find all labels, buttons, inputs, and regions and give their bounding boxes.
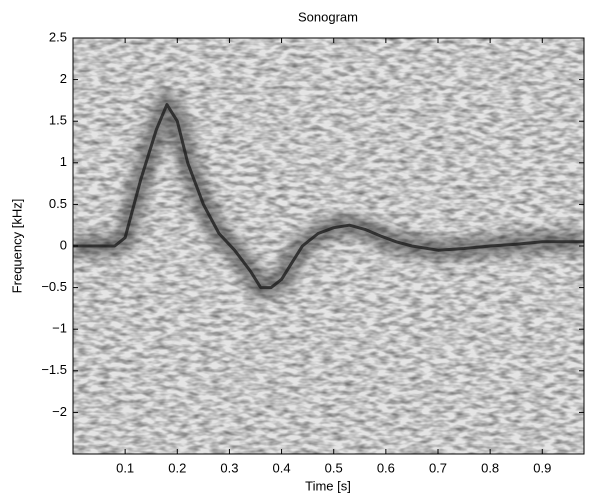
plot-area — [73, 80, 584, 299]
y-tick-label: −1 — [52, 321, 67, 336]
x-tick-label: 0.5 — [325, 460, 343, 475]
x-tick-label: 0.8 — [481, 460, 499, 475]
x-tick-label: 0.7 — [429, 460, 447, 475]
y-tick-label: −0.5 — [41, 279, 67, 294]
y-tick-label: −1.5 — [41, 362, 67, 377]
y-tick-label: 2.5 — [49, 29, 67, 44]
x-tick-label: 0.9 — [533, 460, 551, 475]
x-tick-label: 0.4 — [273, 460, 291, 475]
x-tick-label: 0.2 — [168, 460, 186, 475]
x-axis-label: Time [s] — [305, 478, 351, 493]
x-tick-label: 0.3 — [220, 460, 238, 475]
y-axis-label: Frequency [kHz] — [9, 199, 24, 294]
y-tick-label: 1.5 — [49, 113, 67, 128]
signal-trace — [73, 103, 584, 290]
y-tick-label: 0.5 — [49, 196, 67, 211]
x-tick-label: 0.6 — [377, 460, 395, 475]
chart-title: Sonogram — [298, 9, 358, 24]
y-tick-label: 1 — [60, 154, 67, 169]
y-tick-label: 2 — [60, 71, 67, 86]
y-tick-label: −2 — [52, 404, 67, 419]
x-tick-label: 0.1 — [116, 460, 134, 475]
y-tick-label: 0 — [60, 237, 67, 252]
